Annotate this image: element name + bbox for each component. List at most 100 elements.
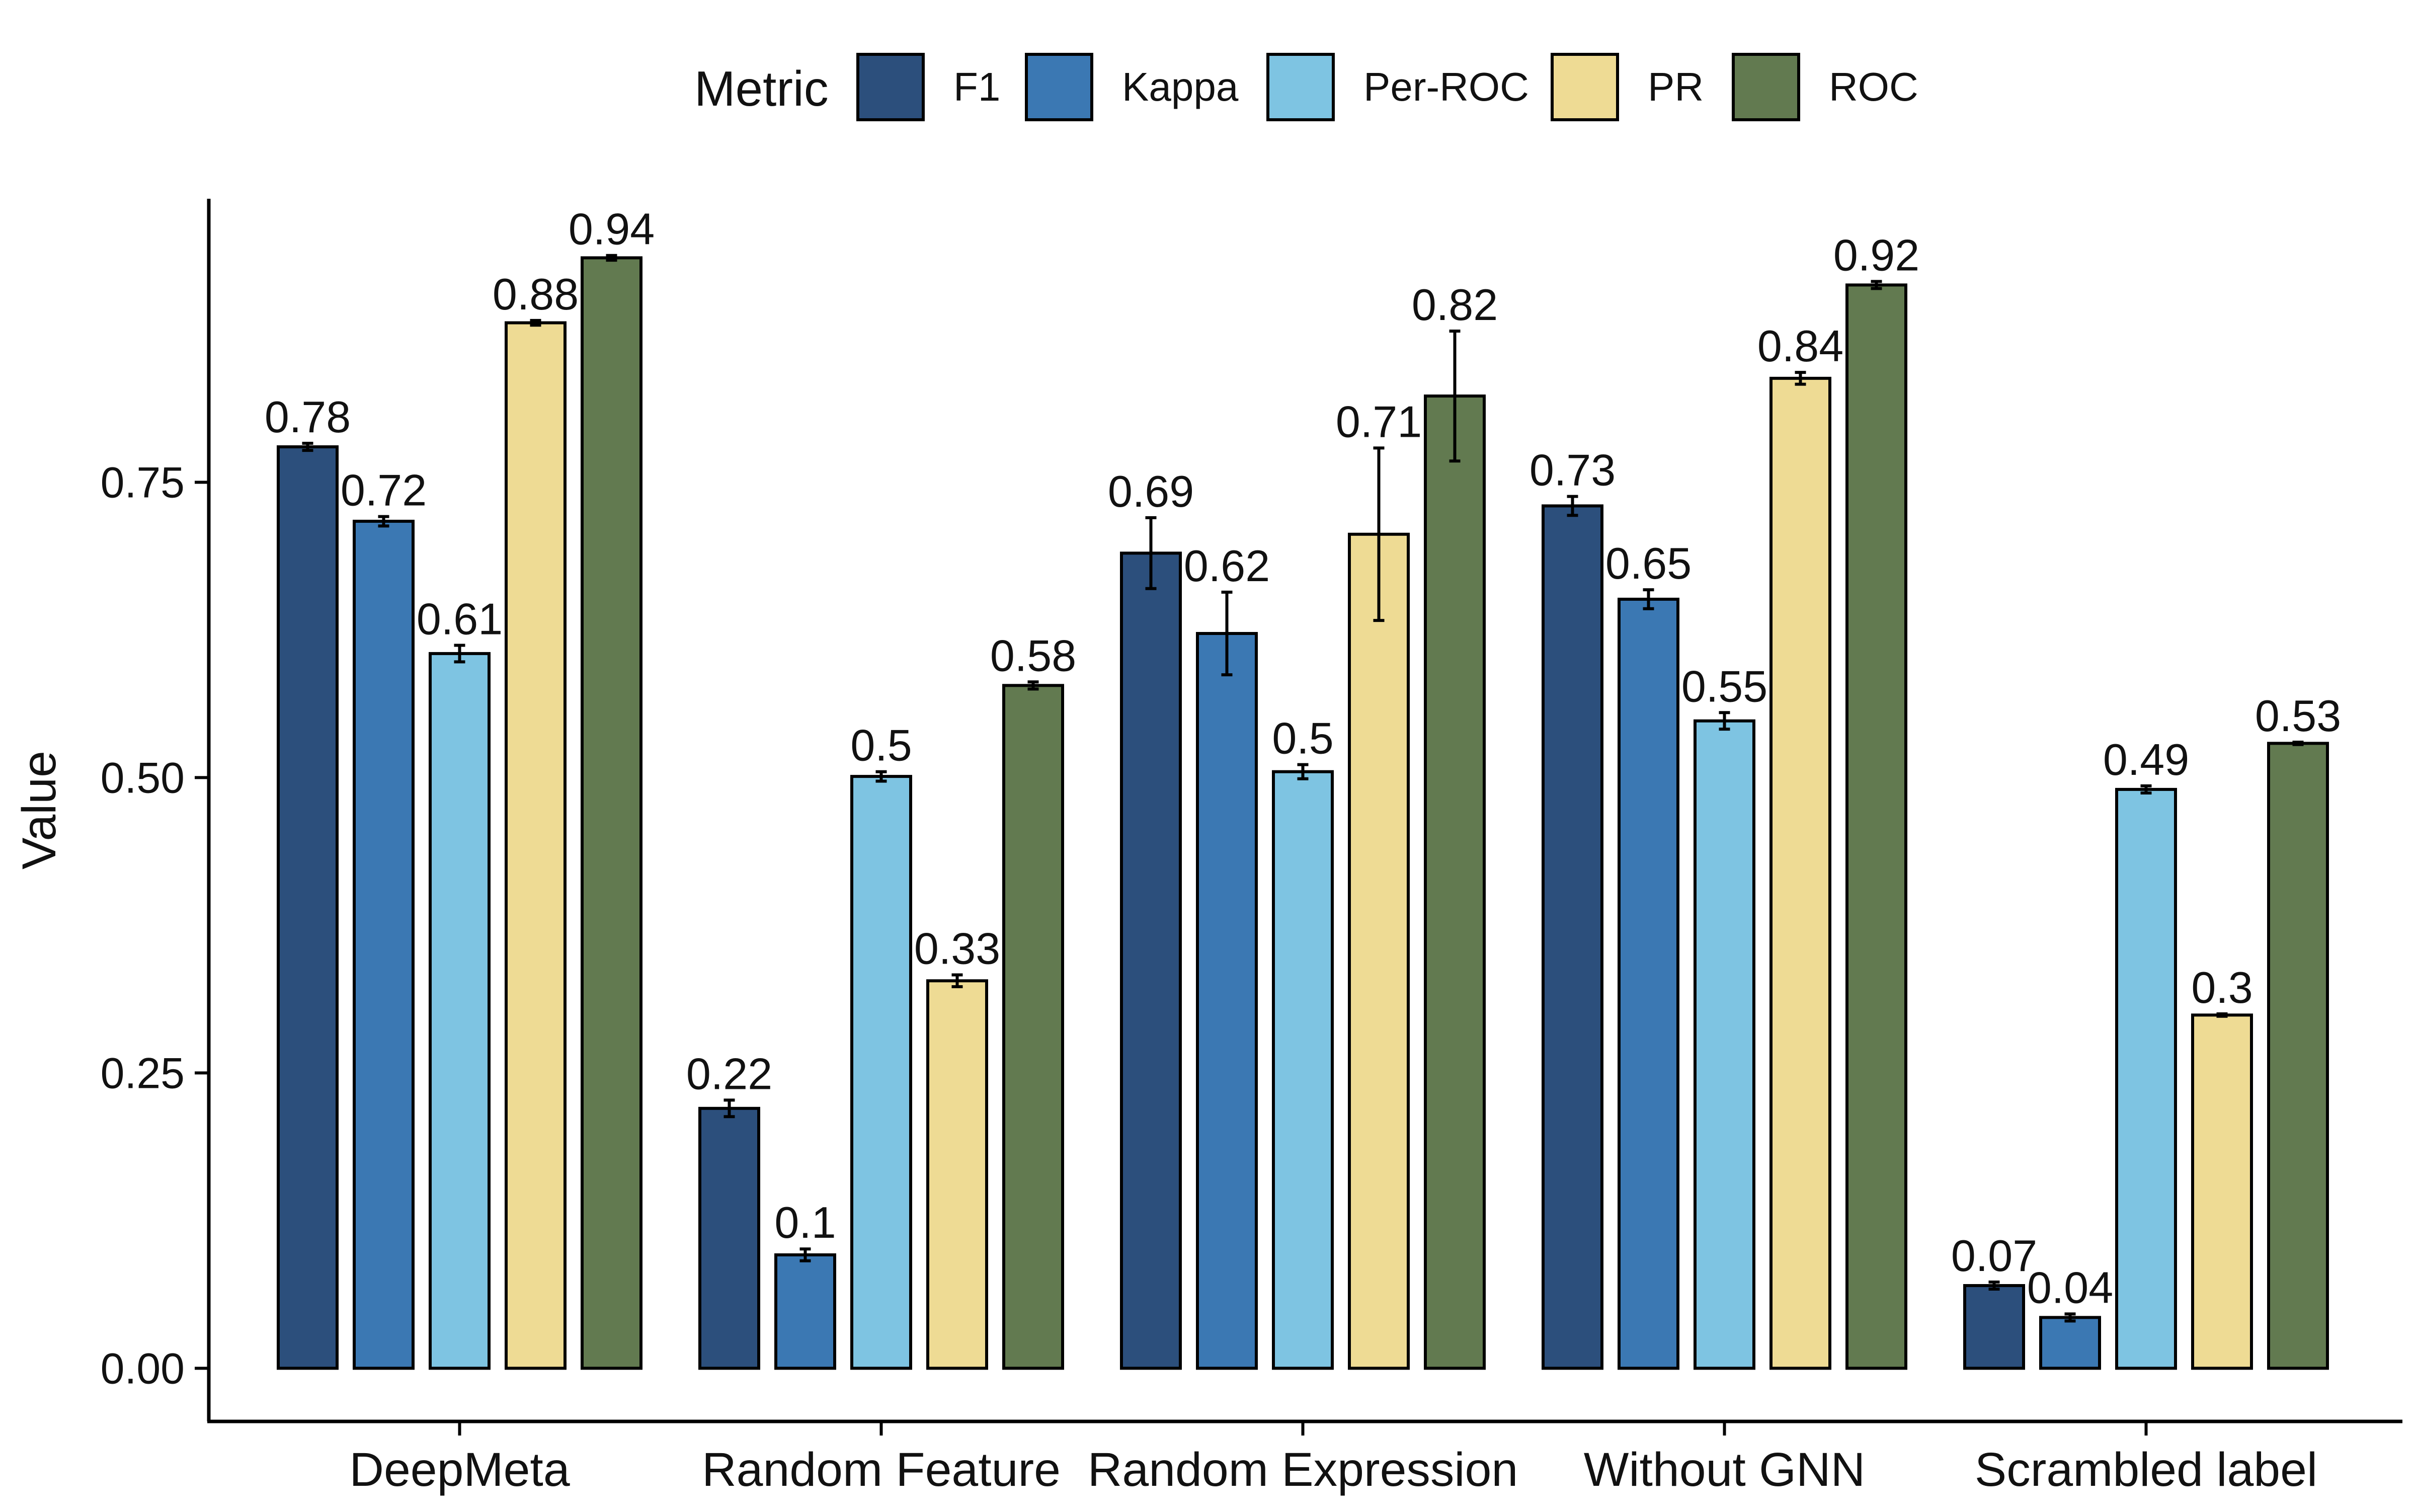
data-label-kappa-3: 0.62 [1184, 541, 1270, 591]
bar-f1-4 [1542, 504, 1603, 1370]
bar-kappa-1 [353, 519, 415, 1370]
data-label-roc-3: 0.82 [1412, 280, 1498, 330]
data-label-per-roc-5: 0.49 [2103, 735, 2189, 784]
data-label-f1-2: 0.22 [686, 1049, 772, 1098]
error-bar-kappa-3 [1221, 590, 1233, 677]
error-bar-pr-1 [530, 319, 541, 327]
data-label-kappa-4: 0.65 [1605, 538, 1692, 588]
x-tick-label: Random Expression [1088, 1443, 1518, 1496]
error-bar-f1-5 [1988, 1280, 2000, 1291]
bar-kappa-4 [1618, 597, 1679, 1370]
bar-per-roc-1 [429, 652, 491, 1370]
error-bar-kappa-1 [378, 515, 389, 528]
error-bar-f1-4 [1567, 495, 1578, 517]
bar-roc-4 [1845, 283, 1907, 1370]
error-bar-roc-4 [1871, 280, 1882, 290]
data-label-pr-4: 0.84 [1757, 321, 1843, 371]
bar-per-roc-4 [1694, 719, 1755, 1370]
data-label-f1-5: 0.07 [1951, 1231, 2037, 1281]
x-tick-label: Random Feature [702, 1443, 1061, 1496]
bar-kappa-3 [1196, 632, 1258, 1370]
error-bar-f1-2 [723, 1098, 735, 1119]
data-label-f1-1: 0.78 [265, 392, 351, 442]
bar-per-roc-5 [2115, 787, 2177, 1370]
data-label-roc-5: 0.53 [2255, 691, 2341, 741]
bar-roc-2 [1002, 684, 1064, 1370]
legend-label-per-roc: Per-ROC [1363, 64, 1529, 109]
x-tick-label: Without GNN [1584, 1443, 1866, 1496]
error-bar-pr-4 [1795, 371, 1806, 386]
error-bar-pr-3 [1373, 446, 1385, 622]
data-label-pr-5: 0.3 [2191, 963, 2252, 1012]
data-label-per-roc-3: 0.5 [1272, 713, 1333, 763]
data-label-kappa-1: 0.72 [341, 465, 427, 515]
bar-kappa-2 [774, 1253, 836, 1370]
bar-roc-5 [2267, 742, 2329, 1370]
data-label-f1-4: 0.73 [1530, 445, 1616, 495]
data-label-roc-2: 0.58 [990, 630, 1076, 680]
y-tick-label: 0.75 [101, 458, 185, 507]
bar-pr-1 [505, 321, 567, 1370]
y-tick-label: 0.25 [101, 1049, 185, 1097]
x-tick-label: DeepMeta [349, 1443, 570, 1496]
y-tick-label: 0.50 [101, 754, 185, 802]
y-axis-title: Value [13, 751, 66, 869]
plot-area: 0.78 0.72 0.61 0.88 0.94 0.22 0.1 0.5 0.33 0.58 0.… [101, 199, 2402, 1496]
data-label-kappa-5: 0.04 [2027, 1262, 2113, 1312]
bar-roc-1 [581, 256, 642, 1370]
error-bar-per-roc-1 [454, 644, 465, 664]
legend: Metric F1 Kappa Per-ROC PR ROC [694, 53, 1918, 121]
error-bar-per-roc-2 [875, 770, 887, 783]
bar-f1-5 [1963, 1284, 2025, 1370]
error-bar-kappa-2 [799, 1247, 811, 1262]
legend-label-roc: ROC [1829, 64, 1918, 109]
data-label-pr-2: 0.33 [914, 924, 1000, 974]
legend-label-pr: PR [1648, 64, 1704, 109]
x-tick-label: Scrambled label [1975, 1443, 2317, 1496]
data-label-per-roc-4: 0.55 [1681, 661, 1767, 711]
data-label-roc-1: 0.94 [569, 204, 655, 254]
data-label-per-roc-1: 0.61 [417, 594, 503, 644]
data-label-pr-1: 0.88 [493, 269, 579, 319]
legend-item-kappa: Kappa [1025, 53, 1239, 121]
error-bar-f1-3 [1145, 516, 1157, 590]
bar-pr-5 [2191, 1013, 2253, 1370]
error-bar-roc-1 [606, 254, 617, 262]
y-tick-label: 0.00 [101, 1344, 185, 1393]
legend-swatch-pr [1551, 53, 1619, 121]
bar-kappa-5 [2039, 1316, 2101, 1370]
bar-f1-2 [698, 1106, 760, 1370]
legend-swatch-roc [1732, 53, 1800, 121]
legend-item-f1: F1 [856, 53, 1000, 121]
error-bar-per-roc-4 [1719, 711, 1730, 731]
error-bar-roc-5 [2292, 741, 2304, 746]
legend-swatch-per-roc [1266, 53, 1335, 121]
bar-f1-3 [1120, 551, 1182, 1370]
bar-pr-3 [1348, 532, 1410, 1370]
error-bar-kappa-4 [1643, 588, 1654, 610]
data-label-pr-3: 0.71 [1336, 396, 1422, 446]
legend-swatch-f1 [856, 53, 925, 121]
data-label-per-roc-2: 0.5 [850, 721, 912, 770]
legend-label-kappa: Kappa [1122, 64, 1239, 109]
error-bar-kappa-5 [2064, 1312, 2076, 1323]
data-label-kappa-2: 0.1 [774, 1198, 836, 1247]
bar-per-roc-2 [850, 775, 912, 1370]
bar-pr-2 [926, 979, 988, 1370]
legend-item-roc: ROC [1732, 53, 1918, 121]
legend-item-pr: PR [1551, 53, 1704, 121]
legend-item-per-roc: Per-ROC [1266, 53, 1529, 121]
legend-swatch-kappa [1025, 53, 1093, 121]
bar-f1-1 [277, 445, 339, 1370]
bar-roc-3 [1424, 394, 1486, 1370]
error-bar-roc-2 [1027, 680, 1039, 691]
error-bar-roc-3 [1449, 329, 1461, 463]
error-bar-f1-1 [302, 442, 313, 452]
data-label-roc-4: 0.92 [1833, 230, 1919, 280]
error-bar-per-roc-3 [1297, 763, 1309, 780]
error-bar-pr-5 [2216, 1012, 2228, 1018]
error-bar-per-roc-5 [2140, 784, 2152, 794]
bar-per-roc-3 [1272, 770, 1334, 1370]
